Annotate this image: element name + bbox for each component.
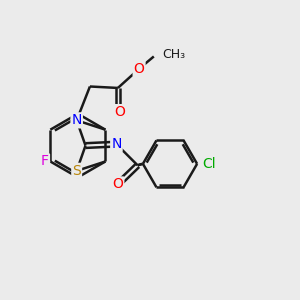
Text: O: O bbox=[134, 62, 145, 76]
Text: Cl: Cl bbox=[202, 157, 216, 171]
Text: O: O bbox=[114, 105, 125, 119]
Text: S: S bbox=[72, 164, 81, 178]
Text: CH₃: CH₃ bbox=[163, 49, 186, 62]
Text: N: N bbox=[111, 137, 122, 151]
Text: F: F bbox=[41, 154, 49, 169]
Text: O: O bbox=[112, 177, 123, 191]
Text: N: N bbox=[71, 113, 82, 127]
